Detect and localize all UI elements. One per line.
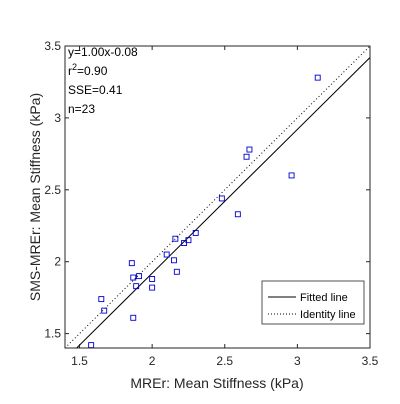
r-squared-text: r2=0.90 (68, 62, 108, 78)
data-point (128, 260, 135, 267)
n-text: n=23 (68, 102, 95, 116)
y-tick-label: 3.5 (44, 39, 61, 53)
regression-stats: y=1.00x-0.08 r2=0.90 SSE=0.41 n=23 (68, 45, 138, 116)
data-point (173, 268, 180, 275)
r-squared-value: =0.90 (77, 64, 108, 78)
data-point (133, 283, 140, 290)
x-tick-label: 3 (294, 354, 301, 368)
data-point (234, 211, 241, 218)
y-tick-label: 3 (54, 111, 61, 125)
x-tick-label: 1.5 (71, 354, 88, 368)
data-point (185, 237, 192, 244)
data-point (149, 284, 156, 291)
data-point (170, 257, 177, 264)
legend-box (261, 280, 365, 325)
legend-label-identity-line: Identity line (300, 309, 356, 321)
data-point (288, 172, 295, 179)
data-point (192, 230, 199, 236)
data-point (149, 276, 156, 282)
identity-line (65, 46, 370, 348)
y-tick-label: 2 (54, 255, 61, 269)
data-point (130, 314, 137, 321)
x-tick-label: 3.5 (362, 354, 379, 368)
plot-frame (64, 45, 371, 349)
y-tick-label: 2.5 (44, 183, 61, 197)
data-point (136, 273, 143, 280)
data-point (243, 153, 250, 160)
x-axis-title: MREr: Mean Stiffness (kPa) (130, 375, 303, 391)
fitted-line (75, 57, 370, 348)
data-point (246, 146, 253, 153)
data-point (172, 235, 179, 242)
y-axis-title: SMS-MREr: Mean Stiffness (kPa) (27, 93, 43, 301)
data-point (218, 195, 225, 202)
legend-label-fitted-line: Fitted line (300, 292, 348, 304)
data-point (98, 296, 105, 303)
data-point (163, 251, 170, 258)
data-point (101, 307, 108, 314)
data-point (130, 274, 137, 281)
r-squared-superscript: 2 (72, 62, 77, 72)
y-tick-label: 1.5 (44, 327, 61, 341)
r-squared-prefix: r (68, 64, 72, 78)
x-tick-label: 2.5 (216, 354, 233, 368)
data-point (314, 74, 321, 81)
x-tick-label: 2 (149, 354, 156, 368)
legend: Fitted line Identity line (261, 280, 365, 325)
equation-text: y=1.00x-0.08 (68, 45, 138, 59)
sse-text: SSE=0.41 (68, 83, 123, 97)
